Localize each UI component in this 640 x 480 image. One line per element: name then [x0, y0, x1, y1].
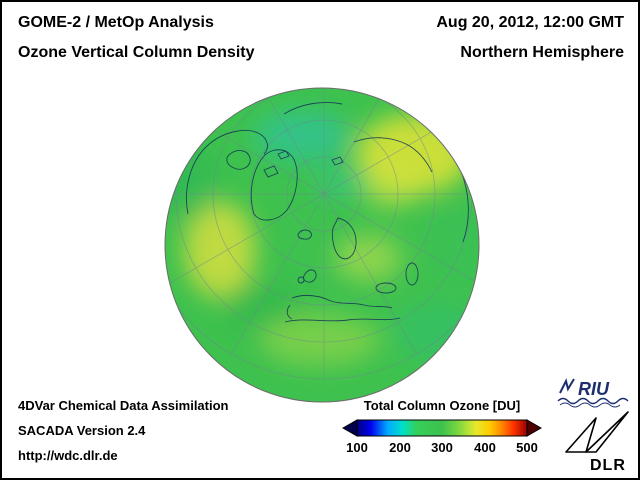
assimilation-label: 4DVar Chemical Data Assimilation — [18, 398, 229, 413]
tick-500: 500 — [516, 440, 538, 455]
figure-subtitle: Ozone Vertical Column Density — [18, 44, 255, 61]
riu-wave2-icon — [559, 402, 621, 408]
tick-300: 300 — [431, 440, 453, 455]
header-left: GOME-2 / MetOp Analysis Ozone Vertical C… — [18, 14, 255, 74]
header-right: Aug 20, 2012, 12:00 GMT Northern Hemisph… — [436, 14, 624, 74]
tick-400: 400 — [474, 440, 496, 455]
region-label: Northern Hemisphere — [460, 44, 624, 61]
riu-flash-icon — [559, 378, 575, 394]
riu-wave-icon — [557, 397, 629, 405]
colorbar-right-arrow — [526, 419, 542, 437]
colorbar: Total Column Ozone [DU] — [342, 398, 542, 456]
colorbar-ticks: 100 200 300 400 500 — [342, 440, 542, 456]
colorbar-scale — [342, 419, 542, 437]
datetime-label: Aug 20, 2012, 12:00 GMT — [436, 14, 624, 31]
dlr-wings-icon — [565, 411, 629, 453]
ozone-field — [165, 110, 479, 366]
tick-100: 100 — [346, 440, 368, 455]
globe-rim — [164, 87, 480, 403]
url-label: http://wdc.dlr.de — [18, 448, 118, 463]
version-label: SACADA Version 2.4 — [18, 423, 146, 438]
footer-credits: 4DVar Chemical Data Assimilation SACADA … — [18, 398, 229, 473]
figure-title: GOME-2 / MetOp Analysis — [18, 14, 214, 31]
colorbar-title: Total Column Ozone [DU] — [363, 398, 521, 413]
colorbar-left-arrow — [342, 419, 358, 437]
colorbar-gradient-bar — [356, 419, 528, 437]
tick-200: 200 — [389, 440, 411, 455]
dlr-logo-text: DLR — [590, 457, 626, 474]
riu-logo-text: RIU — [578, 379, 610, 399]
dlr-logo: DLR — [565, 411, 629, 474]
riu-logo: RIU — [557, 378, 629, 408]
